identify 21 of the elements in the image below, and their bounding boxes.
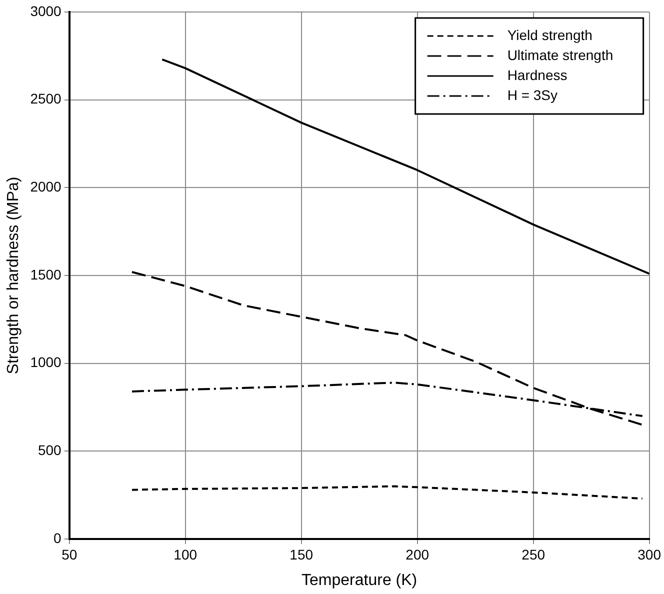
legend-label: Yield strength	[507, 26, 592, 43]
y-axis-title: Strength or hardness (MPa)	[5, 176, 22, 374]
x-axis-title: Temperature (K)	[302, 572, 418, 589]
x-tick-label: 150	[290, 546, 314, 562]
line-series	[130, 485, 644, 500]
y-tick-label: 2500	[30, 90, 62, 107]
y-tick-label: 2000	[30, 178, 62, 195]
y-tick-label: 500	[38, 442, 62, 458]
legend-label: H = 3Sy	[507, 86, 558, 103]
x-tick-label: 200	[406, 546, 430, 562]
legend-label: Ultimate strength	[507, 46, 614, 63]
x-tick-label: 250	[522, 546, 546, 562]
x-tick-label: 300	[638, 546, 662, 562]
legend-label: Hardness	[507, 66, 568, 83]
line-series	[130, 270, 644, 426]
y-tick-label: 1000	[30, 354, 62, 370]
y-tick-label: 0	[54, 530, 62, 546]
x-tick-label: 50	[62, 546, 78, 562]
x-tick-label: 100	[174, 546, 198, 562]
y-tick-label: 3000	[30, 2, 62, 19]
y-tick-label: 1500	[30, 266, 62, 282]
